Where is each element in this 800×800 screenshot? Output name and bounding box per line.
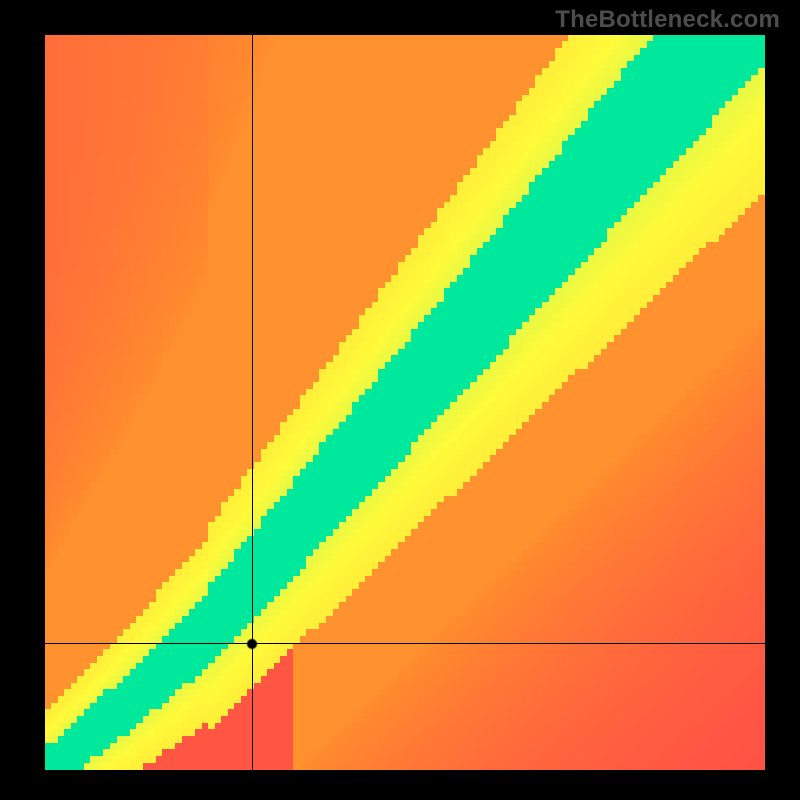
chart-container: TheBottleneck.com (0, 0, 800, 800)
watermark-text: TheBottleneck.com (555, 6, 780, 34)
crosshair-marker (246, 638, 258, 650)
crosshair-vertical-line (252, 35, 253, 770)
heatmap-canvas (45, 35, 765, 770)
crosshair-horizontal-line (45, 643, 765, 644)
